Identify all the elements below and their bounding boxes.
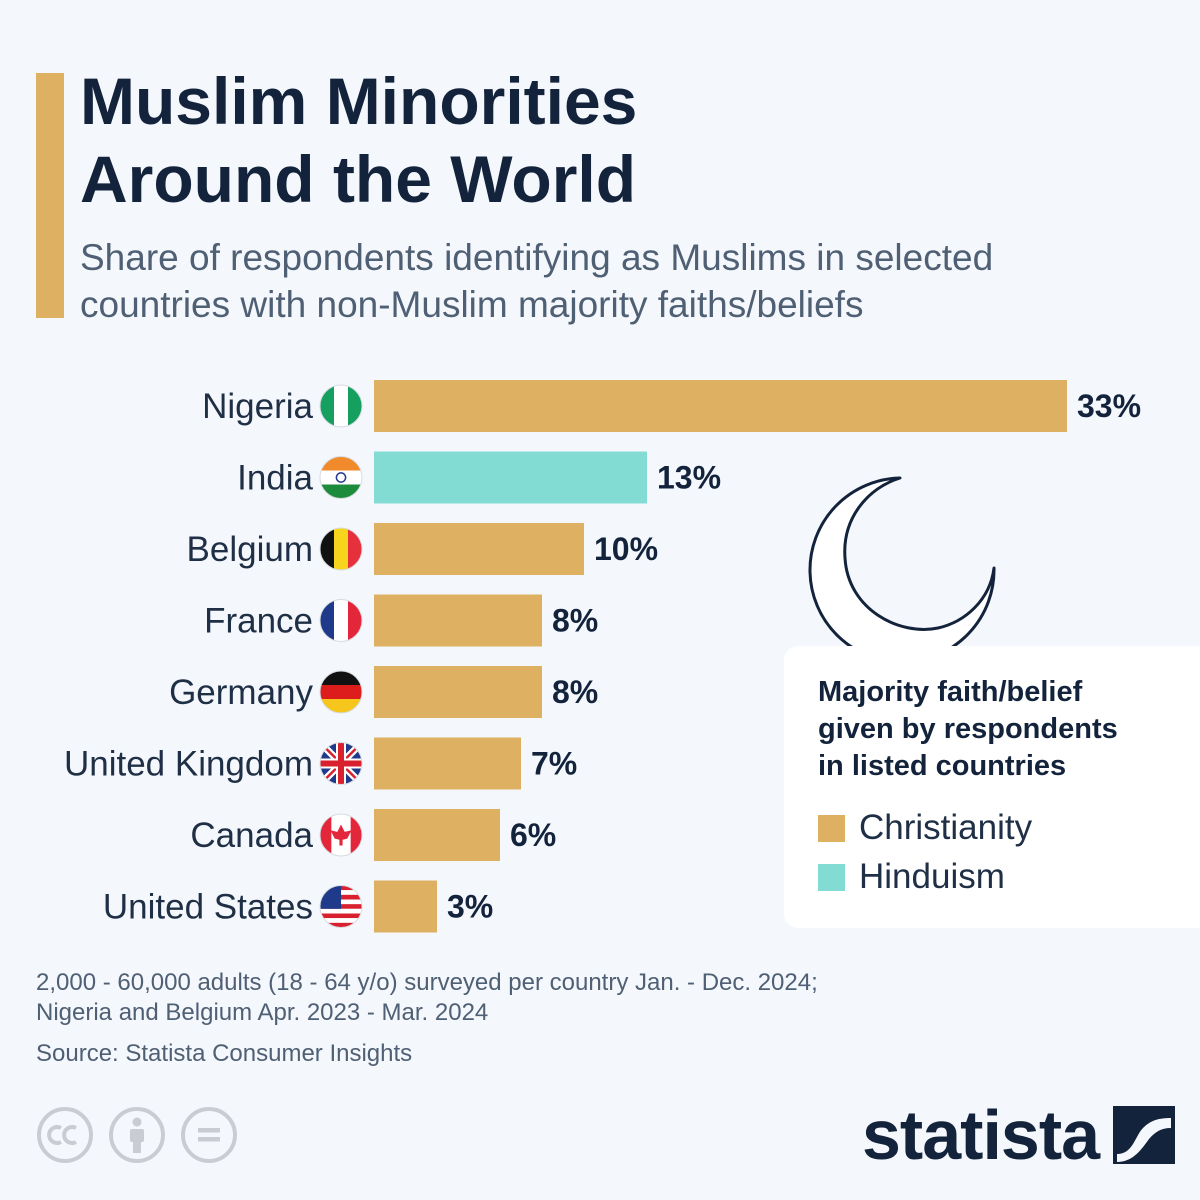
statista-logo[interactable]: statista <box>862 1096 1176 1174</box>
nd-icon[interactable] <box>180 1106 238 1164</box>
legend-title: Majority faith/belief given by responden… <box>818 674 1178 785</box>
value-label-united-kingdom: 7% <box>531 746 577 782</box>
statista-logo-icon <box>1113 1106 1176 1164</box>
value-label-france: 8% <box>552 603 598 639</box>
subtitle: Share of respondents identifying as Musl… <box>80 234 1160 328</box>
bar-belgium[interactable] <box>374 523 584 575</box>
bar-india[interactable] <box>374 451 647 504</box>
category-label-united-states: United States <box>103 888 313 927</box>
statista-logo-text: statista <box>862 1096 1100 1174</box>
belgium-flag-icon <box>319 527 363 571</box>
subtitle-line-1: Share of respondents identifying as Musl… <box>80 237 994 278</box>
legend-title-line-2: given by respondents <box>818 713 1118 745</box>
subtitle-line-2: countries with non-Muslim majority faith… <box>80 284 864 325</box>
bar-germany[interactable] <box>374 666 542 718</box>
value-label-canada: 6% <box>510 817 556 853</box>
bar-france[interactable] <box>374 594 542 647</box>
footnote: 2,000 - 60,000 adults (18 - 64 y/o) surv… <box>36 968 818 1028</box>
legend-item-christianity: Christianity <box>818 808 1032 848</box>
legend-title-line-1: Majority faith/belief <box>818 676 1083 708</box>
value-label-india: 13% <box>657 460 721 496</box>
bar-united-states[interactable] <box>374 880 437 933</box>
legend-item-hinduism: Hinduism <box>818 857 1005 897</box>
footnote-line-1: 2,000 - 60,000 adults (18 - 64 y/o) surv… <box>36 969 818 996</box>
canada-flag-icon <box>319 813 363 857</box>
legend-swatch-christianity <box>818 814 845 842</box>
legend-label-christianity: Christianity <box>859 808 1033 847</box>
page-title: Muslim Minorities Around the World <box>80 62 1080 218</box>
cc-icon[interactable] <box>36 1106 94 1164</box>
legend-label-hinduism: Hinduism <box>859 857 1005 896</box>
title-accent-bar <box>36 73 64 318</box>
category-label-united-kingdom: United Kingdom <box>64 745 313 784</box>
usa-flag-icon <box>319 885 363 928</box>
bar-canada[interactable] <box>374 809 500 861</box>
title-line-2: Around the World <box>80 142 637 216</box>
india-flag-icon <box>319 456 363 499</box>
category-label-nigeria: Nigeria <box>202 387 313 426</box>
bar-chart: Nigeria 33% India 13% Belgium 10% France 8% Germ… <box>64 380 1141 933</box>
source-text: Source: Statista Consumer Insights <box>36 1040 413 1067</box>
category-label-france: France <box>204 602 313 641</box>
title-line-1: Muslim Minorities <box>80 64 638 138</box>
uk-flag-icon <box>319 742 363 785</box>
category-label-belgium: Belgium <box>187 530 313 569</box>
bar-nigeria[interactable] <box>374 380 1067 432</box>
crescent-moon-icon <box>808 476 996 664</box>
france-flag-icon <box>319 599 363 642</box>
value-label-nigeria: 33% <box>1077 388 1141 424</box>
bar-united-kingdom[interactable] <box>374 737 521 790</box>
value-label-germany: 8% <box>552 674 598 710</box>
category-label-canada: Canada <box>190 816 313 855</box>
nigeria-flag-icon <box>319 384 363 428</box>
category-label-germany: Germany <box>169 673 313 712</box>
category-label-india: India <box>237 459 313 498</box>
legend: Majority faith/belief given by responden… <box>784 646 1200 928</box>
license-icons <box>36 1106 238 1164</box>
footnote-line-2: Nigeria and Belgium Apr. 2023 - Mar. 202… <box>36 999 489 1026</box>
legend-title-line-3: in listed countries <box>818 750 1067 782</box>
germany-flag-icon <box>319 670 363 714</box>
value-label-belgium: 10% <box>594 531 658 567</box>
by-icon[interactable] <box>108 1106 166 1164</box>
legend-swatch-hinduism <box>818 863 845 891</box>
value-label-united-states: 3% <box>447 889 493 925</box>
